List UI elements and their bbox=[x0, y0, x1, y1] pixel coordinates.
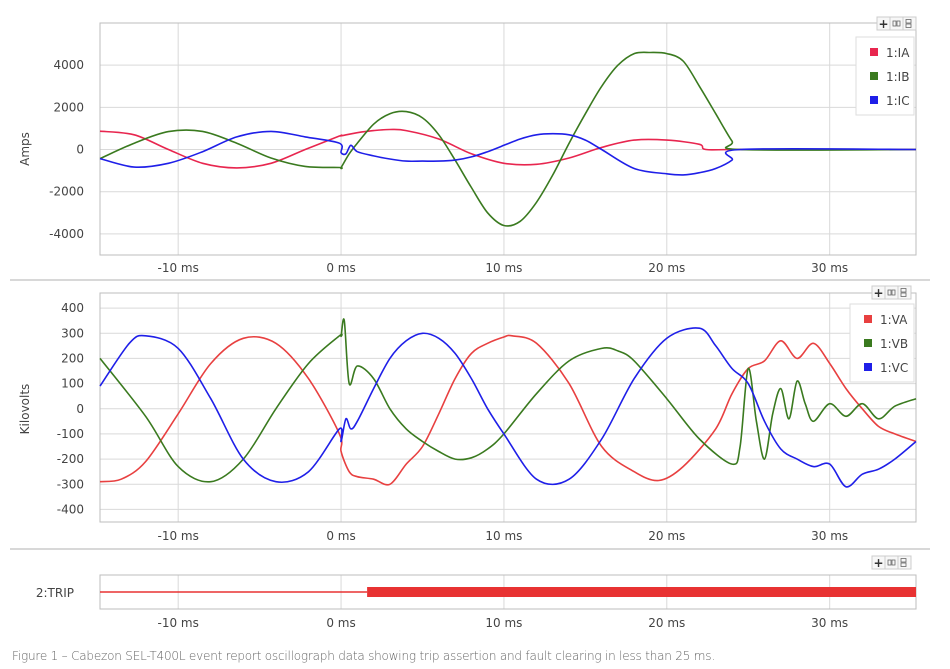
side-by-side-button[interactable] bbox=[884, 555, 899, 570]
trace-1-ic bbox=[99, 130, 917, 176]
y-tick-label: 100 bbox=[61, 377, 84, 391]
plus-icon: + bbox=[873, 286, 883, 300]
rows-icon bbox=[900, 558, 907, 563]
current-legend: 1:IA 1:IB 1:IC bbox=[855, 36, 915, 116]
y-tick-label: 2000 bbox=[53, 100, 84, 114]
legend-label: 1:VA bbox=[880, 313, 908, 327]
legend-box bbox=[855, 36, 915, 116]
legend-label: 1:VB bbox=[880, 337, 908, 351]
stacked-button[interactable] bbox=[902, 16, 917, 31]
legend-item[interactable]: 1:VB bbox=[864, 337, 908, 351]
legend-swatch bbox=[864, 315, 872, 323]
y-tick-label: 300 bbox=[61, 326, 84, 340]
legend-item[interactable]: 1:IB bbox=[870, 70, 909, 84]
x-tick-label: -10 ms bbox=[157, 616, 198, 630]
side-by-side-button[interactable] bbox=[884, 285, 899, 300]
current-y-axis: 4000 2000 0 -2000 -4000 bbox=[49, 58, 84, 241]
legend-label: 1:IB bbox=[886, 70, 909, 84]
trip-panel: -10 ms 0 ms 10 ms 20 ms 30 ms 2:TRIP bbox=[36, 574, 917, 630]
rows-icon bbox=[905, 19, 912, 24]
y-tick-label: -200 bbox=[57, 452, 84, 466]
x-tick-label: 20 ms bbox=[648, 616, 685, 630]
y-tick-label: -4000 bbox=[49, 227, 84, 241]
plus-icon: + bbox=[878, 17, 888, 31]
trace-1-va bbox=[99, 334, 917, 486]
plus-icon: + bbox=[873, 556, 883, 570]
legend-item[interactable]: 1:VA bbox=[864, 313, 908, 327]
trace-1-vb bbox=[99, 318, 917, 483]
x-tick-label: -10 ms bbox=[157, 261, 198, 275]
side-by-side-button[interactable] bbox=[889, 16, 904, 31]
x-tick-label: 30 ms bbox=[811, 529, 848, 543]
x-tick-label: 10 ms bbox=[485, 616, 522, 630]
current-toolbar: + bbox=[876, 16, 917, 31]
figure-caption: Figure 1 – Cabezon SEL-T400L event repor… bbox=[12, 649, 715, 663]
trip-row-label: 2:TRIP bbox=[36, 586, 74, 600]
y-tick-label: 400 bbox=[61, 301, 84, 315]
voltage-toolbar: + bbox=[871, 285, 912, 300]
columns-icon bbox=[887, 289, 892, 296]
y-tick-label: 200 bbox=[61, 351, 84, 365]
add-series-button[interactable]: + bbox=[871, 555, 886, 570]
trip-asserted-bar bbox=[367, 587, 916, 597]
trace-1-ib bbox=[99, 51, 917, 227]
current-y-label: Amps bbox=[18, 132, 32, 166]
legend-label: 1:IA bbox=[886, 46, 910, 60]
legend-swatch bbox=[870, 72, 878, 80]
y-tick-label: 0 bbox=[76, 402, 84, 416]
y-tick-label: -100 bbox=[57, 427, 84, 441]
add-series-button[interactable]: + bbox=[871, 285, 886, 300]
trip-trace bbox=[100, 587, 916, 597]
legend-label: 1:VC bbox=[880, 361, 908, 375]
legend-swatch bbox=[870, 48, 878, 56]
trip-x-axis: -10 ms 0 ms 10 ms 20 ms 30 ms bbox=[157, 616, 848, 630]
x-tick-label: 10 ms bbox=[485, 261, 522, 275]
stacked-button[interactable] bbox=[897, 285, 912, 300]
x-tick-label: 20 ms bbox=[648, 261, 685, 275]
y-tick-label: -300 bbox=[57, 477, 84, 491]
x-tick-label: 0 ms bbox=[326, 616, 355, 630]
current-traces bbox=[99, 51, 917, 227]
stacked-button[interactable] bbox=[897, 555, 912, 570]
y-tick-label: -2000 bbox=[49, 185, 84, 199]
columns-icon bbox=[892, 20, 897, 27]
x-tick-label: 0 ms bbox=[326, 261, 355, 275]
legend-item[interactable]: 1:VC bbox=[864, 361, 908, 375]
voltage-panel: 400 300 200 100 0 -100 -200 -300 -400 -10 ms 0 ms… bbox=[18, 292, 917, 543]
legend-item[interactable]: 1:IC bbox=[870, 94, 910, 108]
y-tick-label: 4000 bbox=[53, 58, 84, 72]
y-tick-label: -400 bbox=[57, 502, 84, 516]
x-tick-label: 30 ms bbox=[811, 616, 848, 630]
trace-1-ia bbox=[99, 128, 916, 169]
voltage-traces bbox=[99, 318, 917, 488]
trace-1-vc bbox=[99, 327, 917, 488]
add-series-button[interactable]: + bbox=[876, 16, 891, 31]
legend-label: 1:IC bbox=[886, 94, 910, 108]
current-grid bbox=[100, 23, 916, 255]
voltage-plot-area[interactable] bbox=[99, 292, 917, 523]
rows-icon bbox=[900, 288, 907, 293]
voltage-legend: 1:VA 1:VB 1:VC bbox=[849, 303, 915, 383]
voltage-x-axis: -10 ms 0 ms 10 ms 20 ms 30 ms bbox=[157, 529, 848, 543]
x-tick-label: 10 ms bbox=[485, 529, 522, 543]
legend-box bbox=[849, 303, 915, 383]
voltage-y-label: Kilovolts bbox=[18, 384, 32, 435]
legend-swatch bbox=[864, 363, 872, 371]
x-tick-label: 20 ms bbox=[648, 529, 685, 543]
y-tick-label: 0 bbox=[76, 143, 84, 157]
voltage-y-axis: 400 300 200 100 0 -100 -200 -300 -400 bbox=[57, 301, 84, 516]
columns-icon bbox=[887, 559, 892, 566]
x-tick-label: 30 ms bbox=[811, 261, 848, 275]
voltage-grid bbox=[100, 293, 916, 522]
legend-item[interactable]: 1:IA bbox=[870, 46, 910, 60]
trip-toolbar: + bbox=[871, 555, 912, 570]
legend-swatch bbox=[870, 96, 878, 104]
current-panel: 4000 2000 0 -2000 -4000 -10 ms 0 ms 10 ms 20 ms… bbox=[18, 22, 917, 275]
x-tick-label: -10 ms bbox=[157, 529, 198, 543]
current-x-axis: -10 ms 0 ms 10 ms 20 ms 30 ms bbox=[157, 261, 848, 275]
current-plot-area[interactable] bbox=[99, 22, 917, 256]
x-tick-label: 0 ms bbox=[326, 529, 355, 543]
legend-swatch bbox=[864, 339, 872, 347]
